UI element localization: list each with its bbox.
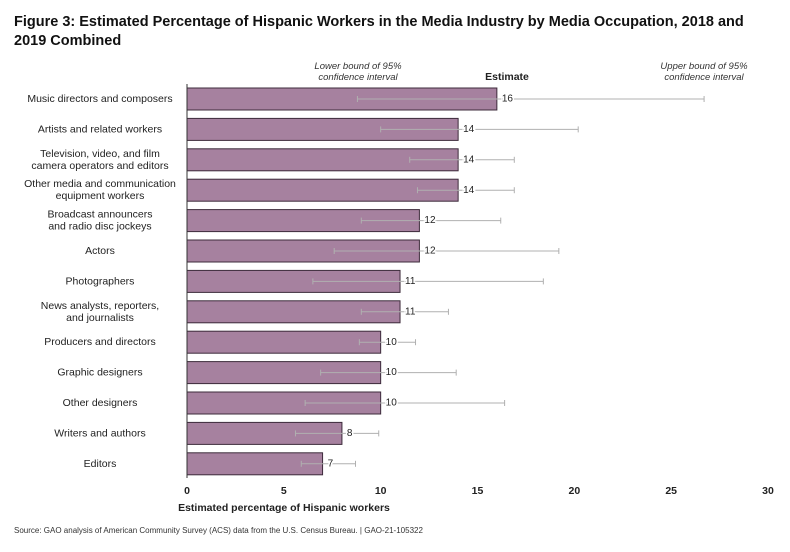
- category-label: Writers and authors: [54, 427, 145, 439]
- bar: [186, 330, 382, 354]
- category-label: Television, video, and film camera operat…: [31, 148, 168, 172]
- data-label: 14: [463, 185, 475, 196]
- category-label: Other media and communication equipment w…: [24, 178, 176, 202]
- category-label: News analysts, reporters, and journalists: [41, 300, 159, 324]
- x-tick-label: 0: [184, 485, 190, 497]
- x-tick-label: 20: [568, 485, 580, 497]
- x-tick-label: 10: [375, 485, 387, 497]
- category-label: Music directors and composers: [27, 93, 172, 105]
- lower-bound-note: Lower bound of 95% confidence interval: [314, 61, 402, 83]
- category-label: Artists and related workers: [38, 123, 162, 135]
- data-label: 11: [405, 276, 416, 287]
- category-label: Other designers: [63, 397, 138, 409]
- x-axis-label: Estimated percentage of Hispanic workers: [178, 502, 390, 514]
- source-note: Source: GAO analysis of American Communi…: [14, 526, 423, 535]
- category-label: Editors: [84, 458, 117, 470]
- data-label: 14: [463, 124, 475, 135]
- category-label: Graphic designers: [57, 366, 142, 378]
- upper-bound-note: Upper bound of 95% confidence interval: [660, 61, 748, 83]
- chart-title: Figure 3: Estimated Percentage of Hispan…: [14, 14, 744, 49]
- data-label: 7: [328, 458, 334, 469]
- data-label: 10: [386, 398, 398, 409]
- x-tick-label: 15: [472, 485, 484, 497]
- category-label: Photographers: [66, 275, 135, 287]
- data-label: 16: [502, 94, 514, 105]
- category-label: Producers and directors: [44, 336, 155, 348]
- data-label: 12: [424, 246, 436, 257]
- x-tick-label: 25: [665, 485, 677, 497]
- data-label: 10: [386, 367, 398, 378]
- category-label: Actors: [85, 245, 115, 257]
- x-tick-label: 5: [281, 485, 287, 497]
- data-label: 10: [386, 337, 398, 348]
- data-label: 11: [405, 306, 416, 317]
- data-label: 12: [424, 215, 436, 226]
- data-label: 14: [463, 154, 475, 165]
- category-label: Broadcast announcers and radio disc jocke…: [47, 208, 152, 232]
- estimate-note: Estimate: [485, 71, 529, 83]
- data-label: 8: [347, 428, 353, 439]
- x-tick-label: 30: [762, 485, 774, 497]
